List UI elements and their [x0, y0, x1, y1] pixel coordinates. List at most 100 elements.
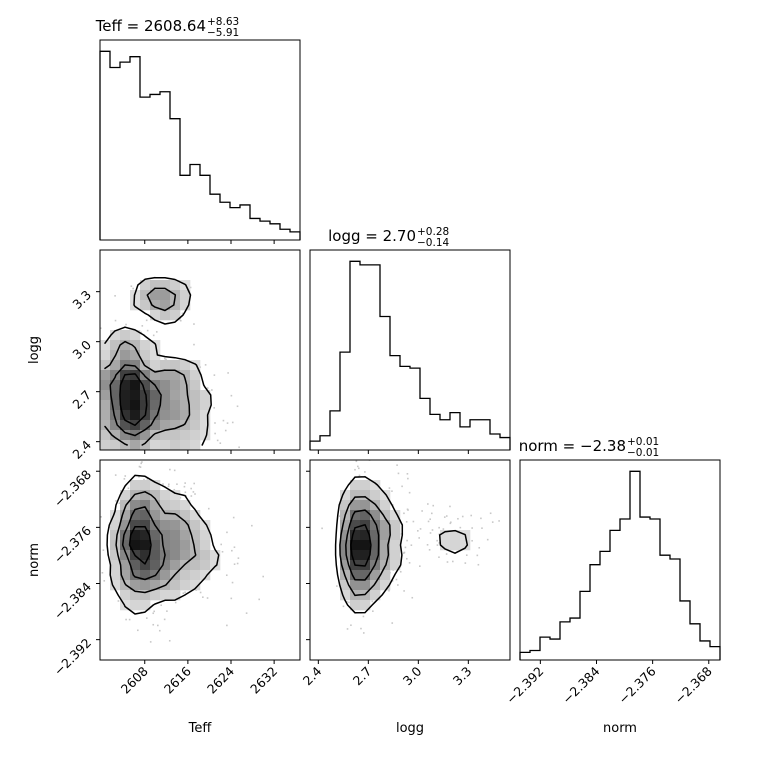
density-cell — [150, 430, 161, 441]
density-cell — [120, 350, 131, 361]
density-cell — [200, 520, 211, 531]
ylabel-norm: norm — [27, 543, 42, 577]
contour-level-1 — [334, 475, 469, 614]
contour-level-2 — [339, 495, 391, 597]
density-cell — [120, 340, 131, 351]
density-cell — [150, 550, 161, 561]
title-upper-err: +8.63 — [207, 16, 239, 28]
density-cell — [190, 520, 201, 531]
density-cell — [120, 330, 131, 341]
contour-level-4 — [128, 525, 152, 565]
density-cell — [180, 370, 191, 381]
joint-panel-logg-norm — [306, 459, 511, 664]
density-cell — [110, 510, 121, 521]
density-cell — [200, 570, 211, 581]
density-cell — [130, 340, 141, 351]
scatter-point — [193, 343, 195, 346]
density-cell — [390, 560, 401, 571]
density-cell — [140, 350, 151, 361]
density-cell — [140, 390, 151, 401]
hist-panel-Teff — [99, 39, 301, 244]
density-cell — [170, 300, 181, 311]
density-cell — [190, 510, 201, 521]
density-cell — [110, 410, 121, 421]
density-cell — [180, 580, 191, 591]
density-cell — [120, 560, 131, 571]
density-cell — [180, 290, 191, 301]
density-cell — [180, 530, 191, 541]
xlabel-logg: logg — [396, 721, 424, 736]
joint-panel-Teff-logg — [96, 249, 301, 454]
density-cell — [210, 550, 221, 561]
scatter-point — [405, 557, 408, 560]
density-cell — [150, 370, 161, 381]
xtick-label-Teff-0: 2608 — [118, 663, 151, 696]
density-cell — [130, 350, 141, 361]
density-cell — [160, 510, 171, 521]
scatter-point — [459, 526, 462, 529]
density-cell — [160, 390, 171, 401]
scatter-point — [152, 623, 155, 626]
scatter-point — [436, 544, 439, 546]
density-cell — [150, 590, 161, 601]
density-cell — [390, 550, 401, 561]
scatter-point — [128, 618, 131, 621]
density-cell — [120, 380, 131, 391]
ytick-label-norm-3: −2.368 — [51, 467, 94, 510]
scatter-point — [174, 601, 177, 604]
scatter-point — [406, 539, 408, 542]
scatter-point — [206, 387, 209, 389]
density-cell — [150, 420, 161, 431]
scatter-point — [230, 597, 233, 600]
density-cell — [120, 550, 131, 561]
density-cell — [170, 280, 181, 291]
scatter-point — [230, 394, 233, 397]
density-cell — [370, 530, 381, 541]
density-cell — [180, 510, 191, 521]
title-lower-err: −0.14 — [417, 237, 449, 249]
density-cell — [170, 360, 181, 371]
scatter-point — [184, 482, 186, 484]
scatter-point — [190, 487, 192, 490]
scatter-point — [124, 475, 127, 477]
scatter-point — [190, 495, 193, 497]
density-cell — [160, 280, 171, 291]
density-cell — [350, 480, 361, 491]
scatter-point — [431, 529, 434, 531]
density-cell — [350, 510, 361, 521]
scatter-point — [446, 561, 449, 563]
density-cell — [380, 500, 391, 511]
density-cell — [190, 370, 201, 381]
density-cell — [190, 380, 201, 391]
density-cell — [130, 380, 141, 391]
density-cell — [120, 530, 131, 541]
density-cell — [340, 520, 351, 531]
scatter-point — [123, 478, 126, 480]
density-cell — [180, 570, 191, 581]
density-cell — [120, 390, 131, 401]
density-cell — [170, 310, 181, 321]
density-cell — [160, 500, 171, 511]
density-cell — [130, 370, 141, 381]
joint-frame-logg-norm — [309, 459, 511, 661]
density-cell — [110, 580, 121, 591]
xlabel-Teff: Teff — [188, 721, 213, 736]
contour-level-1 — [104, 276, 212, 446]
scatter-point — [478, 546, 481, 549]
density-cell — [140, 600, 151, 611]
density-cell — [110, 540, 121, 551]
ylabel-logg: logg — [27, 336, 42, 364]
scatter-point — [429, 532, 432, 534]
joint-panel-Teff-norm — [96, 459, 301, 664]
scatter-point — [138, 475, 140, 478]
scatter-point — [153, 610, 156, 613]
density-cell — [150, 280, 161, 291]
density-cell — [340, 580, 351, 591]
density-cell — [210, 560, 221, 571]
density-cell — [120, 500, 131, 511]
scatter-point — [491, 521, 494, 523]
density-cell — [190, 530, 201, 541]
contour-level-3 — [345, 509, 380, 581]
density-cell — [360, 480, 371, 491]
scatter-point — [181, 312, 184, 315]
